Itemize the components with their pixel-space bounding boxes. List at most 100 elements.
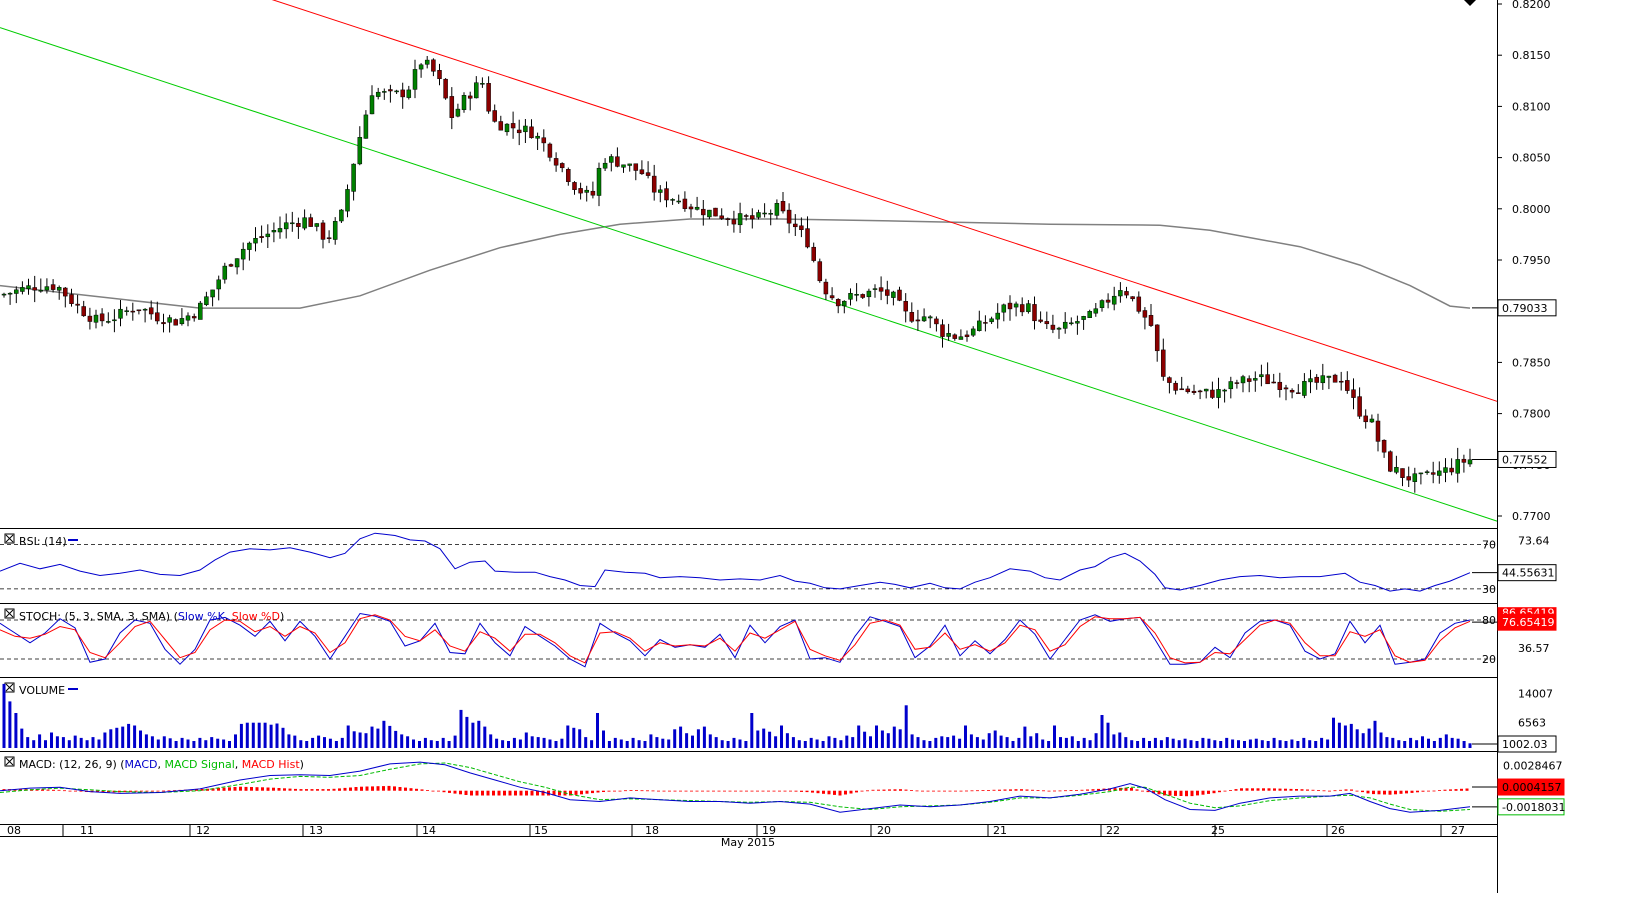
volume-bar <box>1278 740 1282 748</box>
macd-hist-bar <box>1256 788 1260 791</box>
volume-bar <box>691 735 694 748</box>
candle-down <box>651 175 657 193</box>
macd-hist-bar <box>266 787 270 791</box>
candle-up <box>1087 311 1092 318</box>
macd-hist-bar <box>552 790 556 796</box>
macd-hist-bar <box>1146 790 1150 793</box>
macd-hist-bar <box>822 790 825 794</box>
day-label: 21 <box>993 824 1007 837</box>
candle-down <box>1375 420 1381 442</box>
candle-down <box>541 137 547 144</box>
candle-down <box>1154 324 1160 352</box>
candle-down <box>130 310 136 313</box>
macd-hist-bar <box>849 790 853 794</box>
macd-hist-bar <box>1372 790 1375 795</box>
volume-bar <box>969 734 973 748</box>
macd-hist-bar <box>316 789 319 791</box>
volume-bar <box>1326 739 1330 748</box>
macd-hist-bar <box>420 789 424 791</box>
volume-bar <box>459 709 463 748</box>
volume-bar <box>38 734 42 748</box>
stoch-k-flag-box <box>1497 613 1557 631</box>
candle-up <box>240 248 246 260</box>
candle-up <box>1 293 7 296</box>
volume-bar <box>886 733 890 748</box>
volume-bar <box>121 726 125 748</box>
volume-bar <box>477 720 481 748</box>
macd-hist-bar <box>1223 790 1227 792</box>
macd-hist-bar <box>558 790 561 796</box>
candle-up <box>7 292 13 295</box>
volume-bar <box>869 736 872 748</box>
volume-bar <box>821 741 825 748</box>
volume-bar <box>1076 741 1080 748</box>
candle-down <box>915 319 921 322</box>
macd-hist-bar <box>156 790 160 792</box>
volume-bar <box>714 737 718 748</box>
candle-down <box>1406 476 1411 481</box>
volume-bar <box>1153 737 1157 748</box>
volume-bar <box>655 737 659 748</box>
macd-hist-bar <box>1328 790 1331 792</box>
volume-bar <box>732 737 736 748</box>
candle-down <box>780 201 786 212</box>
macd-hist-bar <box>1163 790 1166 796</box>
macd-hist-bar <box>1355 790 1359 792</box>
volume-bar <box>1035 733 1039 748</box>
macd-hist-bar <box>101 790 105 793</box>
volume-bar <box>1373 720 1377 748</box>
macd-hist-bar <box>739 790 743 792</box>
volume-bar <box>1064 737 1068 748</box>
macd-hist-bar <box>541 790 545 796</box>
volume-bar <box>880 730 884 748</box>
volume-bar <box>1124 737 1128 748</box>
volume-bar <box>892 726 896 748</box>
candle-up <box>424 59 430 65</box>
volume-bar <box>44 740 47 748</box>
candle-up <box>1001 304 1007 313</box>
macd-hist-bar <box>503 790 506 796</box>
macd-hist-bar <box>745 790 748 792</box>
volume-bar <box>815 739 819 748</box>
volume-bar <box>726 741 730 748</box>
candle-down <box>1197 390 1203 393</box>
candle-down <box>431 59 436 72</box>
scroll-marker-icon[interactable] <box>1464 0 1476 6</box>
macd-hist-bar <box>882 789 886 791</box>
candle-up <box>474 82 479 99</box>
candle-up <box>394 90 399 93</box>
candle-down <box>1271 381 1276 384</box>
volume-bar <box>1100 715 1104 748</box>
volume-bar <box>797 740 801 748</box>
candle-down <box>817 261 823 282</box>
candle-down <box>75 303 80 306</box>
macd-hist-bar <box>1201 790 1205 795</box>
macd-hist-bar <box>624 790 627 792</box>
macd-hist-bar <box>1014 789 1018 791</box>
candle-down <box>645 172 651 176</box>
candle-up <box>995 312 1000 320</box>
rsi-title: RSI: (14) <box>19 535 67 548</box>
candle-down <box>786 209 792 224</box>
volume-bar <box>673 729 677 748</box>
volume-tick-label: 6563 <box>1518 716 1546 729</box>
macd-hist-bar <box>404 787 407 791</box>
volume-bar <box>1432 741 1436 748</box>
macd-hist-bar <box>1284 788 1287 791</box>
macd-hist-bar <box>239 786 242 791</box>
macd-hist-bar <box>1036 790 1040 791</box>
candle-down <box>1461 458 1467 463</box>
volume-bar <box>1088 740 1092 748</box>
macd-hist-bar <box>1306 789 1309 791</box>
macd-hist-bar <box>1053 790 1056 792</box>
candle-up <box>20 287 25 292</box>
macd-hist-bar <box>464 790 468 795</box>
macd-hist-bar <box>486 790 490 796</box>
volume-bar <box>1332 717 1335 748</box>
macd-hist-bar <box>756 790 759 792</box>
macd-hist-bar <box>646 790 649 792</box>
macd-hist-bar <box>1152 790 1155 794</box>
macd-flag: -0.0018031 <box>1502 801 1565 814</box>
macd-hist-bar <box>1234 789 1238 791</box>
candle-down <box>308 217 313 227</box>
